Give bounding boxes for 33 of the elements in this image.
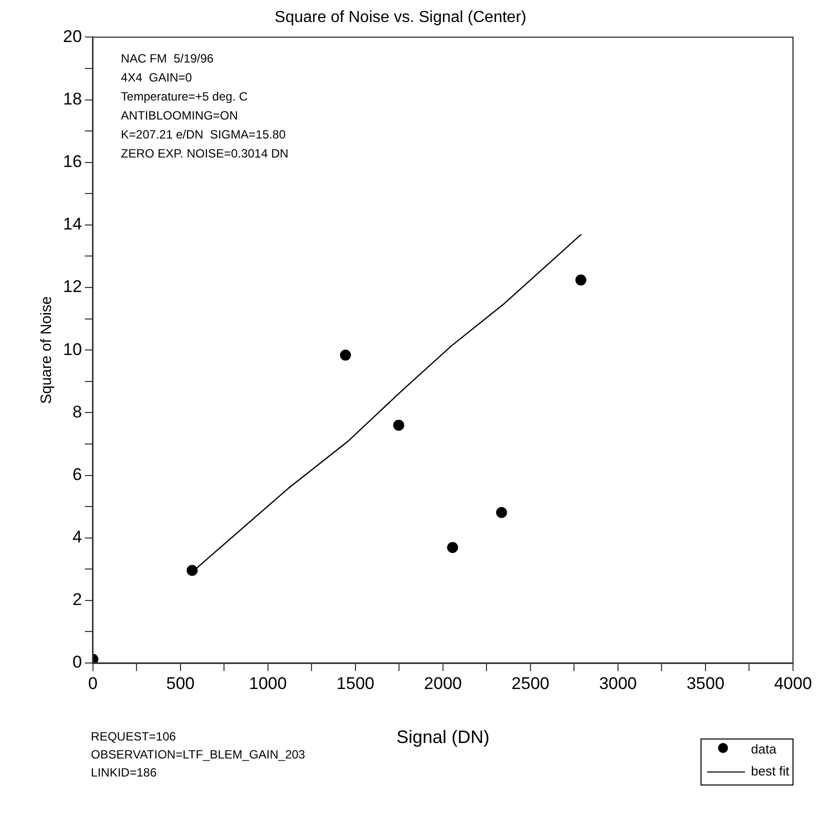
point — [393, 420, 404, 431]
y-tick-label: 8 — [72, 402, 82, 422]
y-tick-label: 2 — [72, 590, 82, 610]
text: REQUEST=106 OBSERVATION=LTF_BLEM_GAIN_203 LINKID=186 — [90, 729, 306, 780]
x-tick-label: 2500 — [512, 674, 550, 693]
y-tick-label: 10 — [62, 340, 82, 359]
x-tick-label: 500 — [166, 674, 195, 693]
y-tick-label: 14 — [62, 214, 82, 234]
y-tick-label: 20 — [62, 26, 82, 46]
point — [340, 350, 351, 361]
legend-label: data — [751, 742, 778, 757]
y-tick-label: 4 — [72, 528, 82, 547]
x-tick-label: 1500 — [336, 674, 374, 693]
point — [186, 564, 198, 576]
x-tick-label: 0 — [88, 674, 98, 693]
y-tick-label: 12 — [62, 277, 82, 296]
x-tick-label: 1000 — [249, 674, 287, 693]
y-tick-label: 0 — [72, 652, 82, 672]
point — [575, 274, 586, 286]
y-tick-label: 18 — [62, 89, 82, 108]
chart-title: Square of Noise vs. Signal (Center) — [274, 9, 526, 26]
annotation: NAC FM 5/19/96 4X4 GAIN=0 Temperature=+5 deg. C ANTIBLOOMING=ON K=207.21 e/DN SIGMA=15.80 ZERO EXP. NOISE=0.3014 DN — [120, 52, 288, 161]
point — [447, 542, 458, 554]
x-tick-label: 2000 — [424, 674, 462, 693]
x-tick-label: 4000 — [774, 674, 812, 693]
y-tick-label: 16 — [62, 152, 82, 172]
point — [496, 506, 508, 518]
y-axis-title: Square of Noise — [38, 296, 56, 404]
legend-label: best fit — [751, 764, 790, 779]
y-tick-label: 6 — [72, 464, 82, 484]
x-tick-label: 3000 — [599, 674, 637, 693]
x-tick-label: 3500 — [686, 674, 724, 693]
x-axis-title: Signal (DN) — [396, 727, 490, 748]
